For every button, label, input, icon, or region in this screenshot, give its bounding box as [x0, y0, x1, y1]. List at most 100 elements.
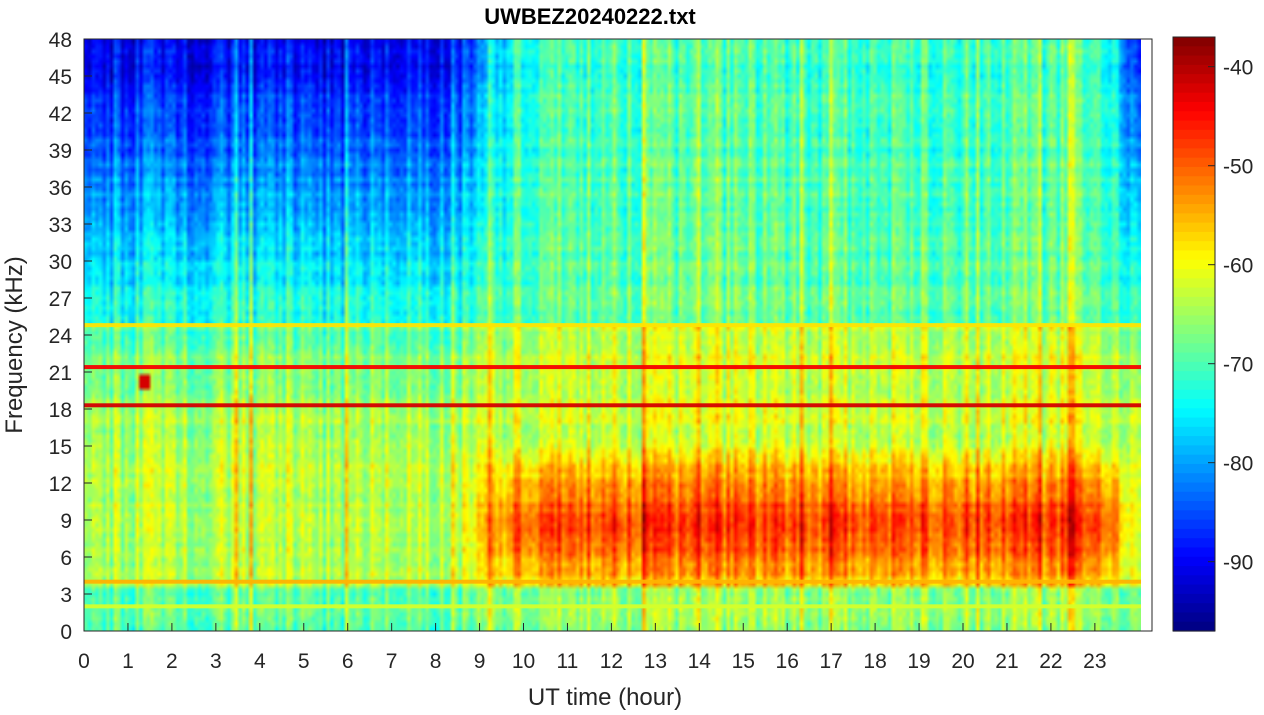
colorbar-swatch	[1173, 593, 1215, 604]
x-tick-label: 15	[732, 650, 755, 673]
colorbar-swatch	[1173, 83, 1215, 94]
chart-title: UWBEZ20240222.txt	[484, 4, 696, 29]
x-tick-label: 22	[1039, 650, 1062, 673]
spectrogram-plot-area	[84, 39, 1152, 631]
colorbar-swatch	[1173, 231, 1215, 242]
colorbar-swatch	[1173, 343, 1215, 354]
colorbar-tick-label: -70	[1223, 354, 1253, 377]
colorbar-swatch	[1173, 389, 1215, 400]
colorbar-swatch	[1173, 157, 1215, 168]
colorbar-swatch	[1173, 120, 1215, 131]
colorbar-swatch	[1173, 166, 1215, 177]
colorbar-swatch	[1173, 204, 1215, 214]
colorbar-swatch	[1173, 194, 1215, 205]
colorbar-swatch	[1173, 269, 1215, 279]
y-tick-label: 3	[60, 584, 72, 607]
colorbar-swatch	[1173, 417, 1215, 428]
colorbar-swatch	[1173, 64, 1215, 75]
colorbar-swatch	[1173, 74, 1215, 85]
y-tick-label: 36	[49, 177, 72, 200]
colorbar-swatch	[1173, 621, 1215, 632]
colorbar-swatch	[1173, 371, 1215, 382]
colorbar-swatch	[1173, 566, 1215, 576]
x-tick-label: 13	[644, 650, 667, 673]
colorbar-swatch	[1173, 250, 1215, 261]
tone-line	[84, 604, 1142, 609]
colorbar	[1172, 36, 1216, 632]
y-tick-label: 0	[60, 621, 72, 644]
x-tick-label: 14	[688, 650, 712, 673]
colorbar-swatch	[1173, 315, 1215, 326]
colorbar-swatch	[1173, 584, 1215, 595]
x-tick-label: 18	[863, 650, 886, 673]
y-tick-label: 18	[49, 399, 72, 422]
plot-empty-region	[1141, 39, 1152, 631]
x-tick-label: 11	[557, 650, 579, 673]
y-tick-label: 24	[49, 325, 73, 348]
tone-line	[84, 323, 1142, 328]
colorbar-swatch	[1173, 129, 1215, 140]
x-tick-label: 1	[122, 650, 134, 673]
colorbar-swatch	[1173, 538, 1215, 549]
colorbar-swatch	[1173, 612, 1215, 623]
colorbar-swatch	[1173, 436, 1215, 446]
x-tick-label: 19	[907, 650, 930, 673]
x-tick-label: 2	[166, 650, 178, 673]
x-axis-label: UT time (hour)	[528, 684, 682, 711]
tone-line	[84, 403, 1142, 408]
colorbar-swatch	[1173, 426, 1215, 437]
x-tick-label: 4	[254, 650, 266, 673]
y-tick-label: 30	[49, 251, 72, 274]
colorbar-swatch	[1173, 528, 1215, 539]
x-tick-label: 9	[474, 650, 486, 673]
colorbar-tick-label: -60	[1223, 255, 1253, 278]
x-tick-label: 3	[210, 650, 222, 673]
colorbar-swatch	[1173, 287, 1215, 298]
x-axis-ticks: 0 1 2 3 4 5 6 7 8 9 10 11 12 13 14 15 16 17 18 19 20 21 22 23	[78, 623, 1107, 673]
x-tick-label: 7	[386, 650, 398, 673]
colorbar-swatch	[1173, 259, 1215, 270]
colorbar-ticks: -90 -80 -70 -60 -50 -40	[1208, 57, 1253, 575]
x-tick-label: 21	[995, 650, 1018, 673]
colorbar-tick-label: -50	[1223, 156, 1253, 179]
y-tick-label: 45	[49, 66, 72, 89]
colorbar-swatch	[1173, 556, 1215, 567]
colorbar-swatch	[1173, 213, 1215, 224]
tone-line	[84, 579, 1142, 584]
colorbar-swatch	[1173, 185, 1215, 196]
colorbar-swatch	[1173, 176, 1215, 187]
colorbar-swatch	[1173, 575, 1215, 586]
x-tick-label: 5	[298, 650, 310, 673]
colorbar-swatch	[1173, 454, 1215, 465]
colorbar-swatch	[1173, 473, 1215, 484]
colorbar-swatch	[1173, 463, 1215, 474]
x-tick-label: 23	[1083, 650, 1106, 673]
y-tick-label: 9	[60, 510, 72, 533]
colorbar-swatch	[1173, 139, 1215, 149]
x-tick-label: 8	[430, 650, 442, 673]
y-tick-label: 21	[49, 362, 72, 385]
y-tick-label: 6	[60, 547, 72, 570]
colorbar-swatch	[1173, 398, 1215, 409]
colorbar-swatch	[1173, 46, 1215, 57]
colorbar-swatch	[1173, 334, 1215, 344]
colorbar-tick-label: -90	[1223, 552, 1253, 575]
y-tick-label: 39	[49, 140, 72, 163]
colorbar-swatch	[1173, 111, 1215, 122]
colorbar-tick-label: -40	[1223, 57, 1253, 80]
colorbar-swatch	[1173, 101, 1215, 112]
colorbar-swatch	[1173, 491, 1215, 502]
tone-line	[84, 365, 1142, 370]
y-tick-label: 27	[49, 288, 72, 311]
colorbar-swatch	[1173, 510, 1215, 521]
colorbar-swatch	[1173, 222, 1215, 233]
x-tick-label: 0	[78, 650, 90, 673]
colorbar-swatch	[1173, 482, 1215, 493]
y-tick-label: 48	[49, 29, 72, 52]
colorbar-swatch	[1173, 361, 1215, 372]
x-tick-label: 17	[819, 650, 842, 673]
colorbar-swatch	[1173, 408, 1215, 419]
colorbar-swatch	[1173, 37, 1215, 47]
